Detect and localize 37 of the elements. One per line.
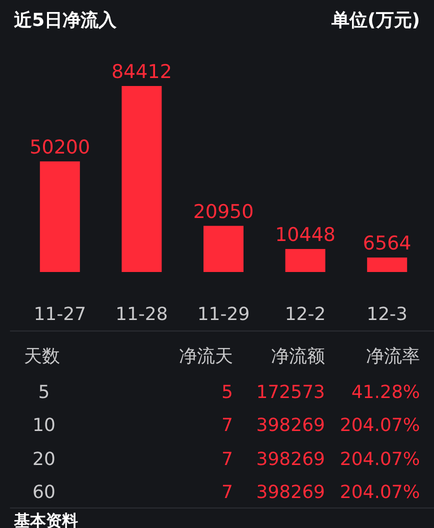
text: 204.07% [340, 449, 420, 470]
text: 20 [32, 449, 56, 470]
data-label: 50200 [30, 136, 90, 158]
text: 5 [38, 382, 50, 403]
text: 净流天 [179, 346, 233, 367]
text: 398269 [256, 449, 325, 470]
bar [122, 86, 162, 272]
x-tick-label: 12-3 [366, 304, 408, 325]
x-tick-label: 11-29 [197, 304, 250, 325]
x-tick-label: 11-27 [34, 304, 86, 325]
text: 净流率 [366, 346, 420, 367]
text: 7 [222, 482, 233, 503]
text: 净流额 [271, 346, 325, 367]
text: 5 [222, 382, 233, 403]
bar [40, 161, 80, 272]
text: 41.28% [351, 382, 420, 403]
text: 60 [32, 482, 56, 503]
bar [204, 226, 244, 272]
data-label: 84412 [111, 61, 172, 83]
bar [285, 248, 326, 272]
chart-title: 近5日净流入 [13, 10, 118, 31]
text: 204.07% [340, 482, 420, 503]
text: 7 [222, 449, 233, 470]
text: 天数 [24, 346, 60, 367]
x-tick-label: 12-2 [284, 304, 326, 325]
text: 10 [32, 415, 56, 436]
data-label: 6564 [362, 232, 412, 255]
text: 7 [222, 415, 233, 436]
chart-subtitle: 单位(万元) [330, 10, 420, 31]
x-tick-label: 11-28 [116, 304, 168, 325]
text: 172573 [256, 382, 325, 403]
text: 398269 [256, 482, 325, 503]
text: 204.07% [340, 415, 420, 436]
data-label: 10448 [275, 224, 336, 246]
data-label: 20950 [193, 200, 254, 223]
text: 398269 [256, 415, 325, 436]
bar [367, 258, 408, 272]
